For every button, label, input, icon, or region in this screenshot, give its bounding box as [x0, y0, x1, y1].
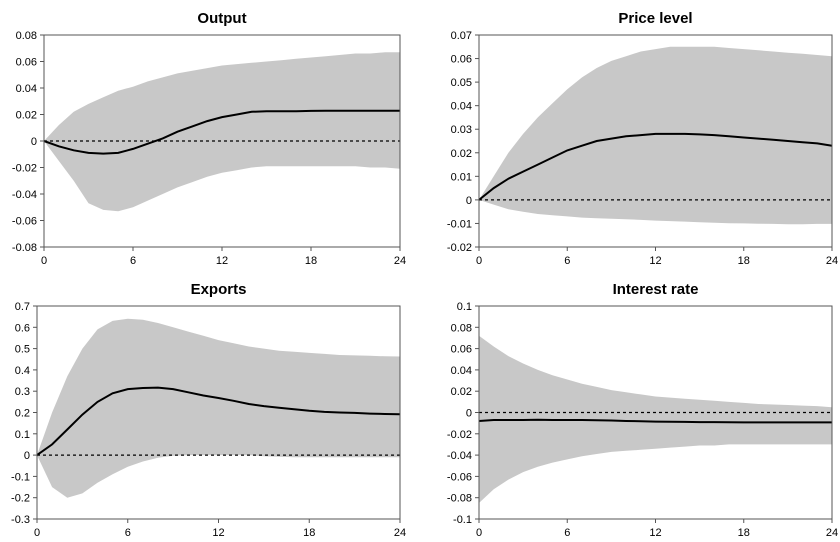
x-tick-label: 12	[216, 255, 228, 267]
y-tick-label: 0.08	[16, 30, 37, 42]
x-tick-label: 12	[212, 527, 224, 539]
confidence-band	[44, 52, 400, 212]
x-tick-label: 0	[476, 527, 482, 539]
x-tick-label: 0	[476, 255, 482, 267]
x-tick-label: 12	[649, 527, 661, 539]
chart-title: Price level	[618, 10, 692, 27]
y-tick-label: -0.01	[447, 218, 472, 230]
y-tick-label: 0.06	[451, 344, 472, 356]
response-line	[36, 386, 401, 456]
panel-interest-rate: Interest rate 0.1 0.08 0.06 0.04 0.02 0 -0.02 -0…	[447, 281, 838, 539]
x-tick-label: 0	[41, 255, 47, 267]
x-tick-label: 12	[649, 255, 661, 267]
x-tick-label: 6	[125, 527, 131, 539]
panel-exports: Exports 0.7 0.6 0.5 0.4 0.3 0.2 0.1 0 -0.1 -0.2 -0.…	[11, 281, 406, 539]
x-tick-label: 6	[564, 527, 570, 539]
confidence-band	[479, 335, 832, 503]
y-tick-label: 0.1	[15, 429, 30, 441]
x-tick-label: 24	[826, 527, 838, 539]
y-tick-label: 0.02	[451, 386, 472, 398]
y-tick-label: 0.06	[451, 54, 472, 66]
y-tick-label: -0.06	[12, 216, 37, 228]
y-tick-label: -0.06	[447, 471, 472, 483]
y-tick-label: -0.02	[12, 163, 37, 175]
response-line	[43, 109, 400, 155]
panel-output: Output 0.08 0.06 0.04 0.02 0 -0.02 -0.04 -0.06 -0…	[12, 10, 406, 267]
x-tick-label: 18	[305, 255, 317, 267]
x-tick-label: 24	[826, 255, 838, 267]
y-tick-label: 0.6	[15, 322, 30, 334]
y-tick-label: 0.5	[15, 344, 30, 356]
y-tick-label: 0.06	[16, 57, 37, 69]
y-tick-label: 0.1	[457, 301, 472, 313]
x-tick-label: 0	[34, 527, 40, 539]
response-line	[478, 418, 832, 424]
y-tick-label: 0.04	[16, 83, 37, 95]
y-tick-label: -0.1	[453, 514, 472, 526]
y-tick-label: 0	[466, 195, 472, 207]
y-tick-label: 0.01	[451, 171, 472, 183]
y-tick-label: 0.3	[15, 386, 30, 398]
x-tick-label: 6	[564, 255, 570, 267]
x-tick-label: 24	[394, 527, 406, 539]
chart-title: Output	[197, 10, 246, 27]
y-tick-label: 0	[466, 408, 472, 420]
x-tick-label: 6	[130, 255, 136, 267]
panel-price-level: Price level 0.07 0.06 0.05 0.04 0.03 0.02 0.01 0…	[447, 10, 838, 267]
y-tick-label: -0.1	[11, 471, 30, 483]
y-tick-label: 0.2	[15, 408, 30, 420]
y-tick-label: -0.04	[12, 189, 37, 201]
y-tick-label: -0.08	[12, 242, 37, 254]
y-tick-label: 0.07	[451, 30, 472, 42]
y-tick-label: 0.08	[451, 322, 472, 334]
chart-title: Exports	[191, 281, 247, 298]
x-tick-label: 18	[303, 527, 315, 539]
y-tick-label: 0.04	[451, 365, 472, 377]
y-tick-label: -0.08	[447, 493, 472, 505]
x-tick-label: 18	[738, 255, 750, 267]
response-line	[478, 132, 833, 201]
y-tick-label: 0	[24, 450, 30, 462]
y-tick-label: -0.3	[11, 514, 30, 526]
x-tick-label: 18	[738, 527, 750, 539]
x-tick-label: 24	[394, 255, 406, 267]
y-tick-label: 0.02	[16, 110, 37, 122]
y-tick-label: 0.05	[451, 77, 472, 89]
y-tick-label: 0.04	[451, 101, 472, 113]
y-tick-label: -0.04	[447, 450, 472, 462]
y-tick-label: -0.2	[11, 493, 30, 505]
confidence-band	[479, 46, 832, 225]
chart-title: Interest rate	[613, 281, 699, 298]
y-tick-label: -0.02	[447, 429, 472, 441]
y-tick-label: -0.02	[447, 242, 472, 254]
y-tick-label: 0.7	[15, 301, 30, 313]
y-tick-label: 0.02	[451, 148, 472, 160]
y-tick-label: 0	[31, 136, 37, 148]
y-tick-label: 0.4	[15, 365, 30, 377]
y-tick-label: 0.03	[451, 124, 472, 136]
confidence-band	[37, 318, 400, 498]
